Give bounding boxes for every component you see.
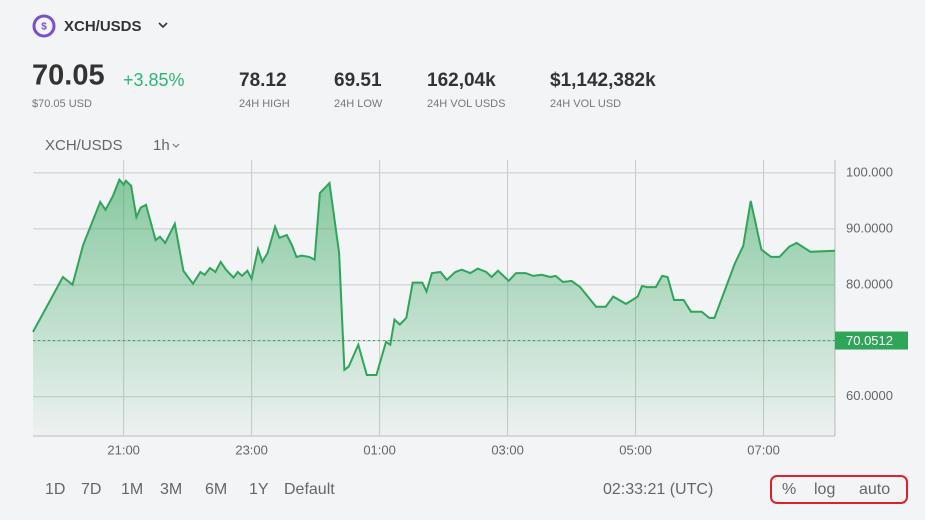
last-price-label: 70.0512 (846, 333, 893, 348)
interval-selector[interactable]: 1h (153, 137, 170, 154)
pair-chevron[interactable] (158, 22, 168, 29)
x-tick-label: 03:00 (491, 442, 524, 457)
stat-label: 24H VOL USDS (427, 98, 505, 110)
coin-icon-glyph: $ (41, 22, 47, 33)
stat-value: 162,04k (427, 70, 496, 91)
price-change: +3.85% (123, 70, 185, 90)
range-button[interactable]: Default (284, 481, 335, 498)
range-button[interactable]: 1D (45, 481, 65, 498)
range-button[interactable]: 7D (81, 481, 101, 498)
chart-pair[interactable]: XCH/USDS (45, 137, 123, 154)
price: 70.05 (32, 60, 105, 92)
last-price-tag (835, 331, 908, 350)
clock: 02:33:21 (UTC) (603, 481, 713, 498)
price-usd: $70.05 USD (32, 98, 92, 110)
pair-selector[interactable]: XCH/USDS (64, 18, 142, 35)
range-button[interactable]: 3M (160, 481, 182, 498)
scale-option[interactable]: log (814, 481, 835, 498)
price-line (32, 177, 836, 376)
x-tick-label: 21:00 (107, 442, 140, 457)
scale-option[interactable]: % (782, 481, 796, 498)
range-button[interactable]: 1Y (249, 481, 269, 498)
y-tick-label: 80.0000 (846, 276, 893, 291)
scale-option[interactable]: auto (859, 481, 890, 498)
x-tick-label: 05:00 (619, 442, 652, 457)
coin-icon (32, 14, 56, 38)
stat-value: 69.51 (334, 70, 382, 91)
x-tick-label: 01:00 (363, 442, 396, 457)
highlight-box (770, 475, 908, 504)
stat-value: 78.12 (239, 70, 287, 91)
stat-label: 24H LOW (334, 98, 383, 110)
y-tick-label: 90.0000 (846, 220, 893, 235)
range-button[interactable]: 6M (205, 481, 227, 498)
y-tick-label: 100.000 (846, 164, 893, 179)
y-tick-label: 60.0000 (846, 388, 893, 403)
stat-label: 24H HIGH (239, 98, 290, 110)
area-fill (33, 179, 835, 436)
x-tick-label: 07:00 (747, 442, 780, 457)
interval-chevron[interactable] (172, 143, 180, 148)
stat-label: 24H VOL USD (550, 98, 621, 110)
stat-value: $1,142,382k (550, 70, 656, 91)
x-tick-label: 23:00 (235, 442, 268, 457)
range-button[interactable]: 1M (121, 481, 143, 498)
